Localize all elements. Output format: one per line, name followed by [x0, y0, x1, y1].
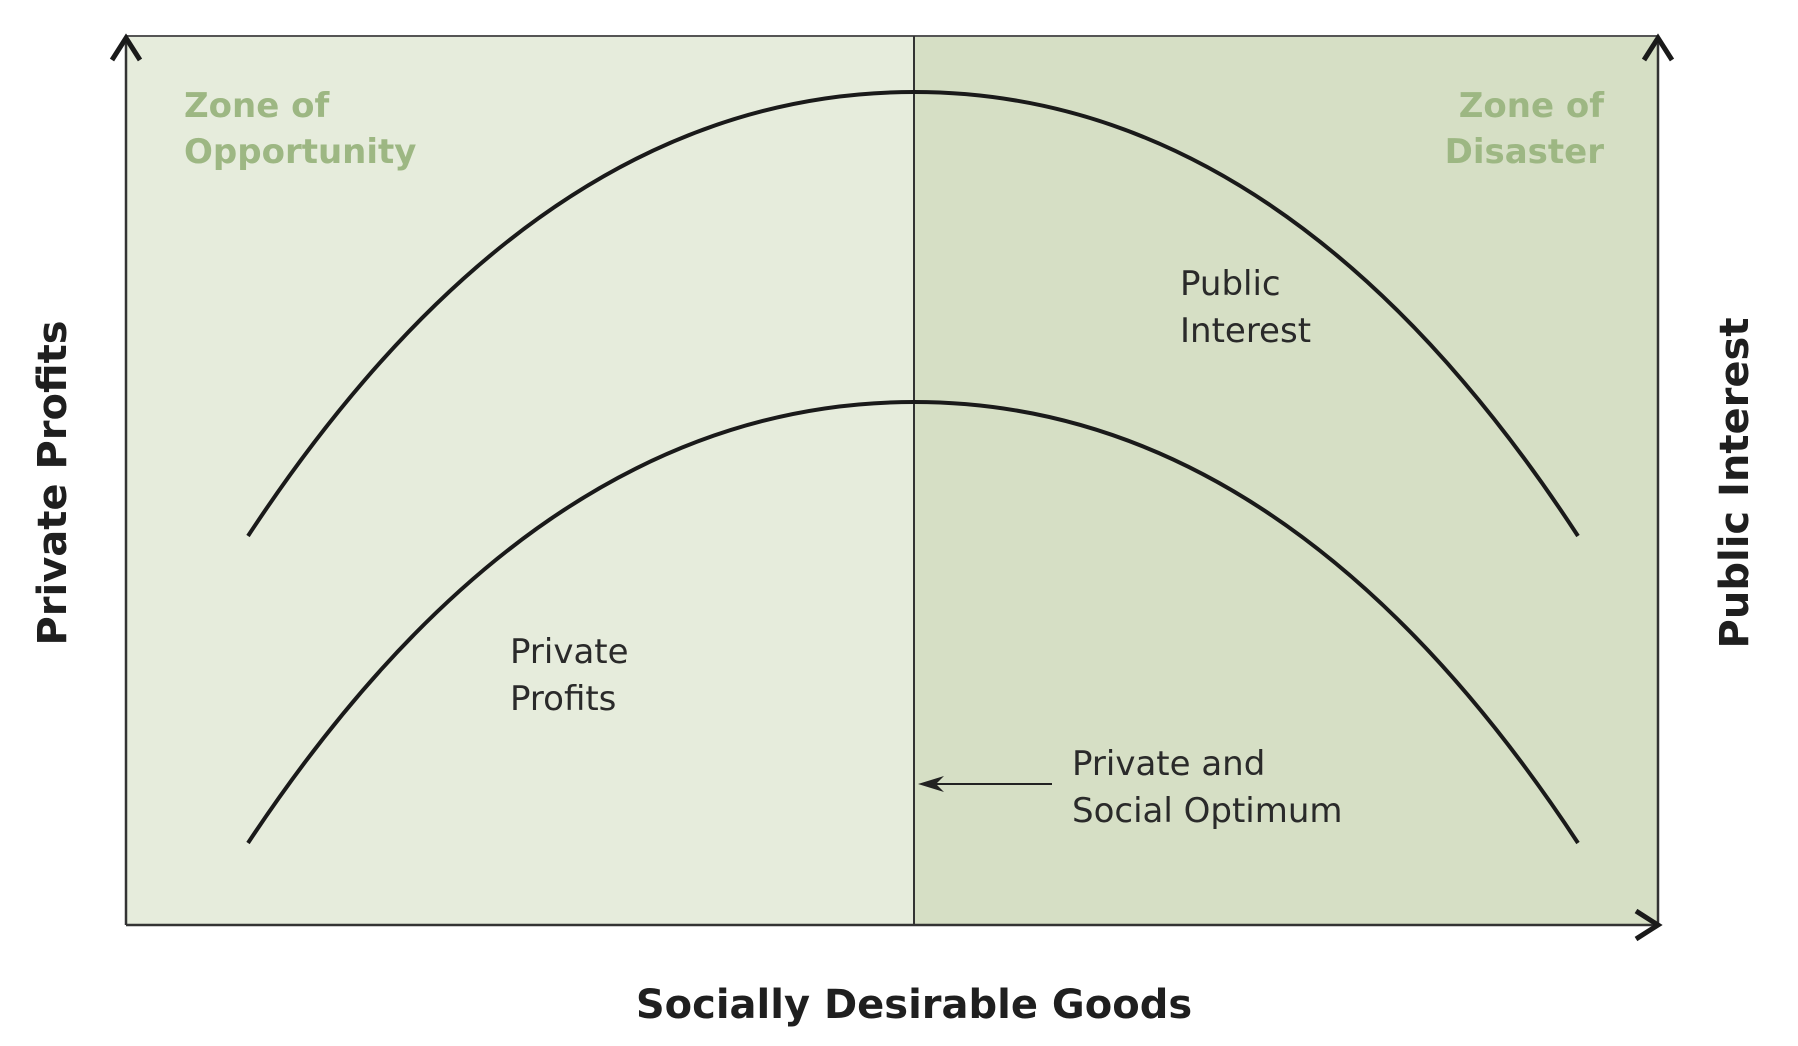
x-axis-arrowhead [1634, 908, 1663, 942]
optimum-label-line2: Social Optimum [1072, 791, 1343, 831]
zone-disaster-label-line2: Disaster [1445, 132, 1605, 172]
left-y-axis-title: Private Profits [30, 320, 76, 645]
zone-disaster-label: Zone of [1459, 86, 1605, 126]
public-interest-curve-label-line2: Interest [1180, 311, 1311, 351]
right-y-axis-title: Public Interest [1712, 318, 1758, 649]
zone-opportunity-area [126, 36, 914, 925]
optimum-pointer-arrowhead [918, 776, 944, 792]
private-profits-curve-label-line2: Profits [510, 679, 616, 719]
private-profits-curve-label: Private [510, 632, 629, 672]
left-axis-arrowhead [109, 33, 143, 62]
optimum-label: Private and [1072, 744, 1265, 784]
zone-opportunity-label: Zone of [184, 86, 330, 126]
zone-opportunity-label-line2: Opportunity [184, 132, 416, 172]
public-interest-curve-label: Public [1180, 264, 1281, 304]
right-axis-arrowhead [1641, 33, 1675, 62]
public-interest-curve [246, 89, 1580, 538]
x-axis-title: Socially Desirable Goods [636, 982, 1192, 1028]
private-profits-curve [246, 399, 1580, 845]
